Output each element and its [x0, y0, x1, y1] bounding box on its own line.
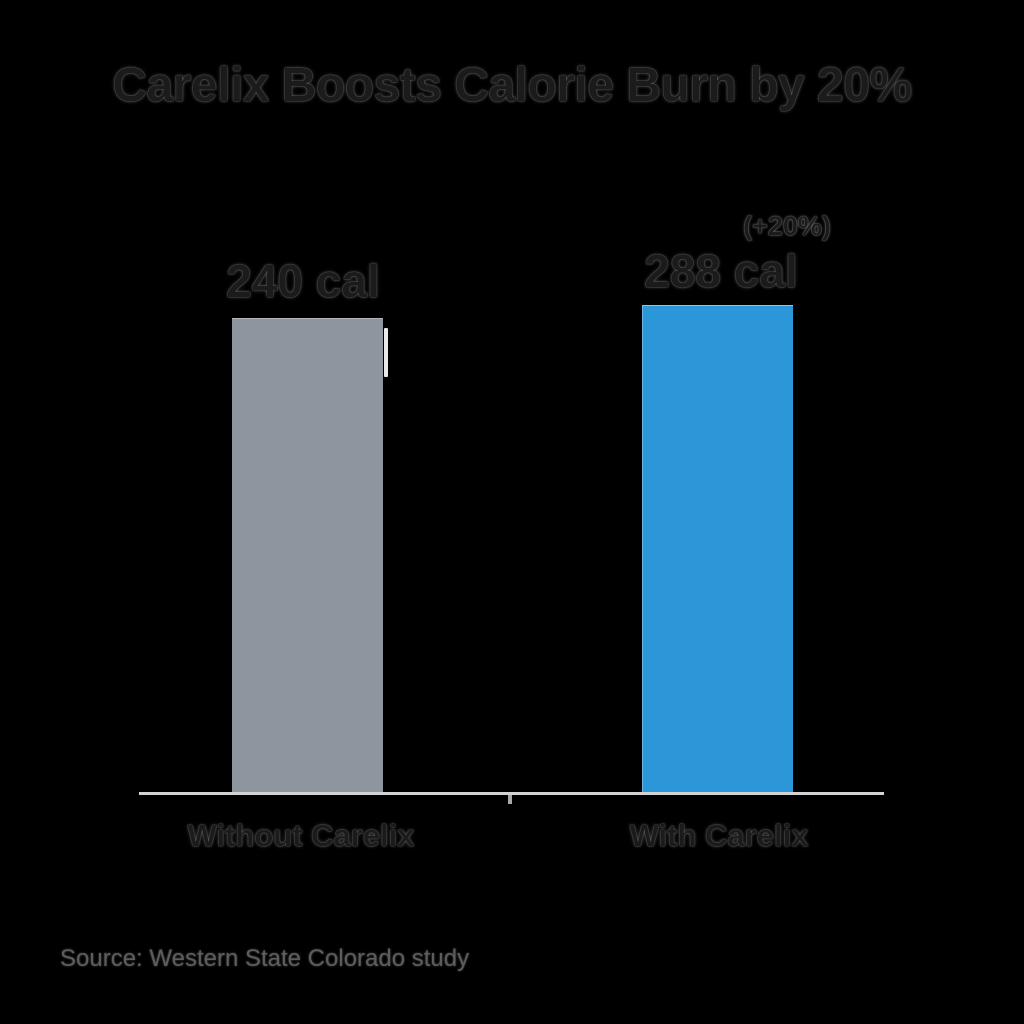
value-label-without-carelix: 240 cal: [226, 255, 380, 307]
value-label-with-carelix: 288 cal: [644, 245, 798, 297]
x-axis-baseline: [139, 792, 884, 795]
chart-title: Carelix Boosts Calorie Burn by 20%: [112, 59, 912, 112]
annotation-plus-20-percent: (+20%): [743, 211, 831, 241]
x-axis-tick: [508, 795, 512, 804]
category-label-without-carelix: Without Carelix: [187, 818, 415, 853]
category-label-with-carelix: With Carelix: [629, 818, 809, 853]
bar-edge-highlight-artifact: [384, 328, 388, 377]
bar-without-carelix: [232, 318, 383, 793]
source-note: Source: Western State Colorado study: [60, 945, 470, 972]
bar-with-carelix: [642, 305, 793, 793]
